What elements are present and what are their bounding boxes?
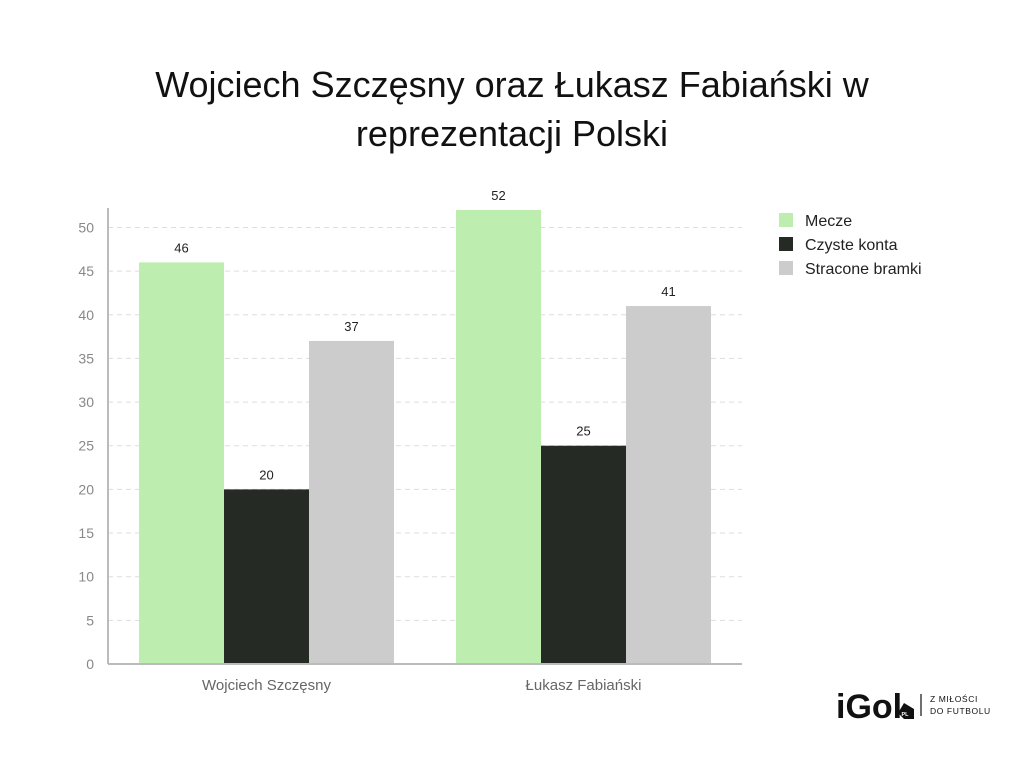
x-category-label: Wojciech Szczęsny [202, 677, 331, 694]
y-tick-label: 40 [78, 307, 94, 323]
axes [107, 208, 742, 665]
y-tick-label: 30 [78, 394, 94, 410]
legend-label: Mecze [805, 213, 852, 230]
x-category-label: Łukasz Fabiański [526, 677, 642, 694]
y-tick-label: 50 [78, 219, 94, 235]
data-label: 20 [259, 467, 273, 482]
x-axis-categories: Wojciech Szczęsny Łukasz Fabiański [202, 677, 641, 694]
y-tick-label: 10 [78, 569, 94, 585]
data-label: 37 [344, 319, 358, 334]
legend-swatch [779, 237, 793, 251]
logo-wordmark: iGol [836, 688, 902, 726]
data-label: 25 [576, 424, 590, 439]
igol-logo: iGol PL Z MIŁOŚCI DO FUTBOLU [836, 688, 991, 726]
data-labels: 46 20 37 52 25 41 [174, 188, 675, 482]
logo-tagline-2: DO FUTBOLU [930, 706, 991, 716]
logo-tagline-1: Z MIŁOŚCI [930, 693, 978, 704]
data-label: 41 [661, 284, 675, 299]
gridlines [108, 226, 742, 621]
bars [139, 210, 711, 664]
bar [224, 489, 309, 664]
legend-label: Czyste konta [805, 237, 898, 254]
logo-badge-icon: PL [898, 703, 914, 719]
y-tick-label: 25 [78, 438, 94, 454]
legend: Mecze Czyste konta Stracone bramki [779, 213, 922, 278]
bar [626, 306, 711, 664]
y-axis-ticks: 0 5 10 15 20 25 30 35 40 45 50 [78, 219, 94, 672]
y-tick-label: 35 [78, 350, 94, 366]
logo-badge: PL [901, 712, 909, 718]
data-label: 52 [491, 188, 505, 203]
y-tick-label: 45 [78, 263, 94, 279]
y-tick-label: 20 [78, 481, 94, 497]
y-tick-label: 15 [78, 525, 94, 541]
legend-swatch [779, 213, 793, 227]
bar [139, 262, 224, 664]
legend-swatch [779, 261, 793, 275]
chart-title: Wojciech Szczęsny oraz Łukasz Fabiański … [155, 64, 870, 154]
data-label: 46 [174, 240, 188, 255]
legend-label: Stracone bramki [805, 261, 922, 278]
bar [309, 340, 394, 664]
chart-title-line-1: Wojciech Szczęsny oraz Łukasz Fabiański … [155, 64, 870, 105]
bar [456, 210, 541, 664]
chart-title-line-2: reprezentacji Polski [356, 113, 668, 154]
y-tick-label: 0 [86, 656, 94, 672]
bar [541, 445, 626, 664]
y-tick-label: 5 [86, 612, 94, 628]
